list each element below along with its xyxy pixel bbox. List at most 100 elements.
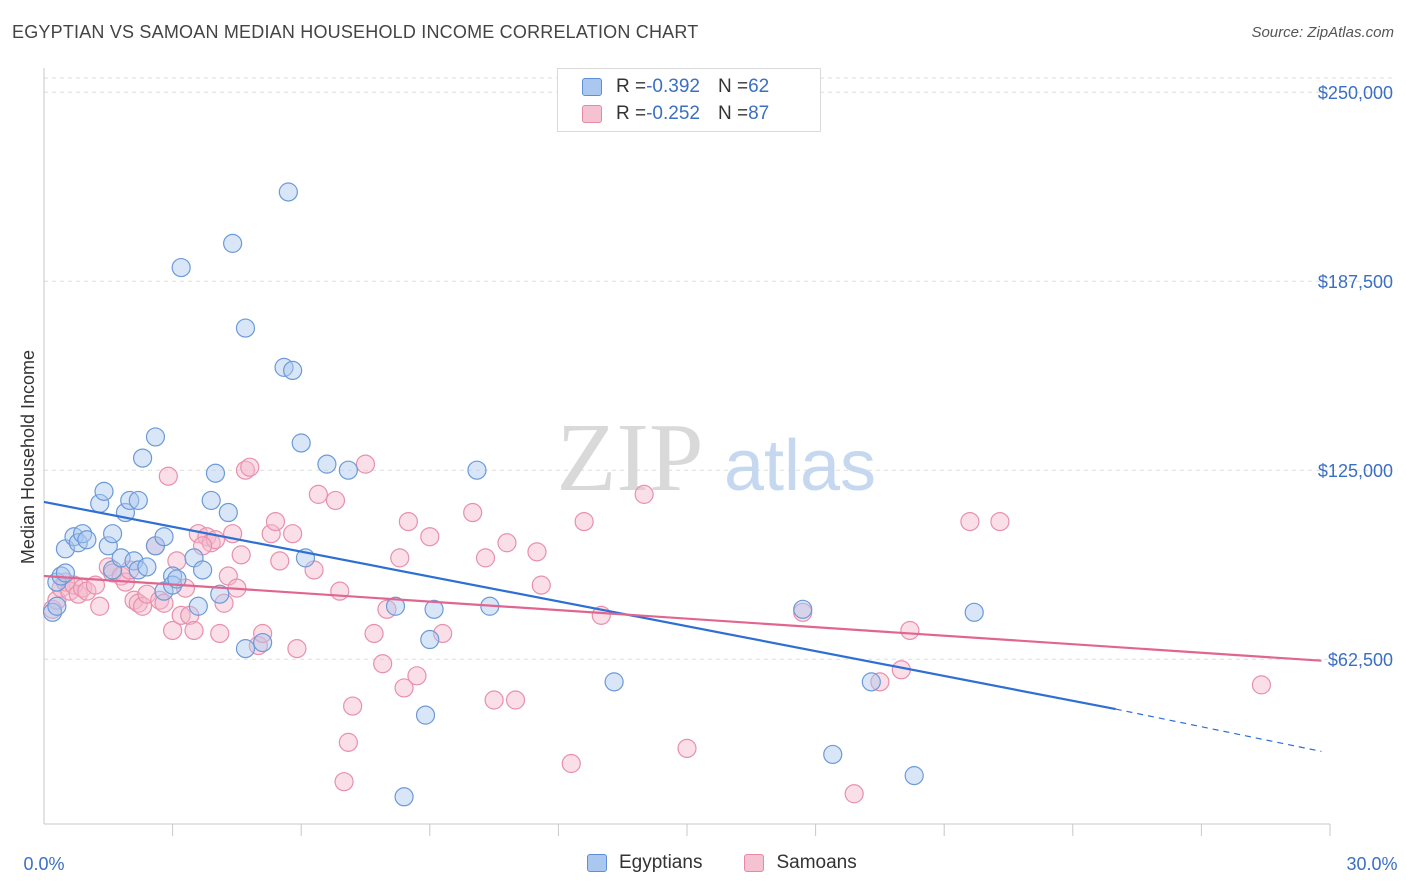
egyptians-point: [235, 318, 256, 338]
samoans-point: [158, 466, 178, 486]
egyptians-trend-line: [43, 500, 1116, 711]
samoans-point: [132, 596, 153, 616]
legend-row-egyptians: R = -0.392 N = 62: [582, 75, 769, 99]
egyptians-point: [205, 463, 226, 483]
r-value: -0.392: [646, 76, 700, 97]
egyptians-point: [394, 787, 414, 807]
samoans-point: [308, 484, 328, 504]
egyptians-point: [283, 360, 303, 380]
egyptians-point: [98, 536, 118, 556]
y-tick-label: $125,000: [1318, 461, 1393, 481]
legend-item-egyptians[interactable]: Egyptians: [587, 852, 702, 874]
y-tick-label: $250,000: [1318, 83, 1393, 103]
egyptians-point: [420, 629, 440, 650]
egyptians-point: [338, 460, 358, 480]
samoans-points: [42, 454, 1272, 804]
samoans-point: [240, 457, 260, 477]
samoans-point: [334, 772, 354, 792]
pink-swatch: [744, 854, 765, 872]
samoans-point: [325, 490, 346, 511]
samoans-point: [210, 623, 230, 644]
correlation-legend: R = -0.392 N = 62 R = -0.252 N = 87: [557, 68, 821, 132]
samoans-point: [844, 784, 864, 804]
samoans-point: [574, 511, 594, 532]
gridlines: [44, 77, 1394, 660]
egyptians-point: [235, 639, 256, 659]
egyptians-point: [154, 527, 174, 547]
y-tick-label: $62,500: [1328, 650, 1393, 670]
samoans-point: [677, 738, 697, 759]
blue-swatch: [582, 78, 602, 96]
watermark-zip: ZIP: [557, 404, 704, 512]
samoans-point: [90, 596, 110, 616]
source-label: Source: ZipAtlas.com: [1251, 24, 1394, 41]
samoans-point: [394, 678, 414, 698]
x-tick-label: 0.0%: [23, 854, 64, 874]
samoans-point: [270, 551, 290, 571]
y-axis-label: Median Household Income: [18, 350, 38, 564]
samoans-point: [373, 654, 393, 674]
samoans-point: [531, 575, 551, 595]
egyptians-point: [132, 448, 153, 468]
samoans-point: [475, 548, 496, 568]
egyptians-point: [904, 766, 924, 786]
egyptians-point: [210, 584, 230, 604]
samoans-point: [398, 511, 418, 532]
egyptians-points: [42, 182, 984, 807]
egyptians-point: [964, 602, 984, 622]
egyptians-point: [291, 433, 311, 453]
series-legend: Egyptians Samoans: [587, 852, 899, 874]
trend-lines: [43, 500, 1322, 753]
egyptians-point: [137, 557, 157, 577]
egyptians-trend-extension: [1115, 708, 1322, 753]
samoans-point: [634, 484, 654, 504]
samoans-point: [184, 620, 204, 641]
samoans-point: [527, 542, 547, 562]
tick-labels: $62,500 $125,000 $187,500 $250,000 0.0% 30.0%: [23, 83, 1397, 874]
egyptians-point: [385, 596, 406, 616]
legend-row-samoans: R = -0.252 N = 87: [582, 102, 769, 126]
egyptians-point: [102, 524, 123, 544]
samoans-trend-line: [43, 574, 1322, 662]
n-value: 87: [748, 103, 770, 124]
watermark-atlas: atlas: [724, 426, 876, 506]
egyptians-point: [55, 563, 76, 583]
samoans-point: [484, 690, 504, 710]
samoans-point: [990, 511, 1010, 532]
egyptians-point: [415, 705, 436, 725]
samoans-point: [330, 581, 350, 601]
y-tick-label: $187,500: [1318, 272, 1393, 292]
samoans-point: [231, 545, 251, 565]
axes: [43, 68, 1331, 836]
egyptians-point: [201, 490, 221, 511]
samoans-point: [463, 502, 483, 523]
samoans-point: [343, 696, 363, 716]
samoans-point: [497, 533, 517, 553]
n-label: N =: [717, 103, 749, 124]
r-value: -0.252: [646, 103, 700, 124]
egyptians-point: [77, 530, 97, 550]
egyptians-point: [171, 257, 191, 278]
samoans-point: [287, 639, 307, 659]
egyptians-point: [188, 596, 208, 616]
legend-label: Egyptians: [619, 852, 703, 873]
samoans-point: [261, 524, 281, 544]
egyptians-point: [604, 672, 624, 692]
egyptians-point: [467, 460, 487, 480]
samoans-point: [338, 732, 358, 752]
egyptians-point: [128, 490, 148, 511]
legend-item-samoans[interactable]: Samoans: [744, 852, 857, 874]
samoans-point: [900, 620, 920, 641]
r-label: R =: [616, 103, 647, 124]
samoans-point: [283, 524, 303, 544]
samoans-point: [420, 527, 440, 547]
egyptians-point: [47, 596, 67, 616]
samoans-point: [355, 454, 376, 474]
samoans-point: [960, 511, 980, 532]
egyptians-point: [278, 182, 298, 202]
samoans-point: [561, 753, 581, 774]
samoans-point: [364, 623, 384, 644]
samoans-point: [390, 548, 410, 568]
samoans-point: [505, 690, 526, 710]
